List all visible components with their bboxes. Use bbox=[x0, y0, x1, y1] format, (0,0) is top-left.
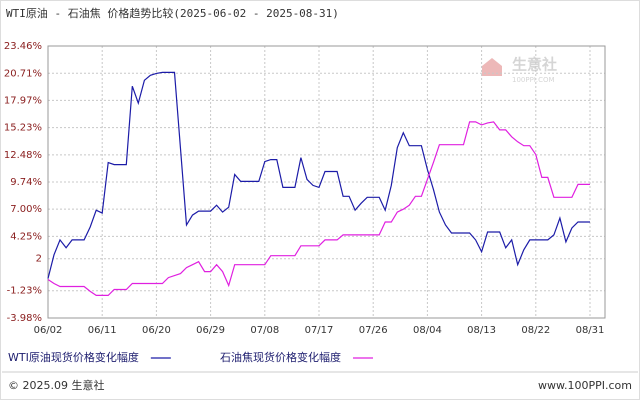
x-tick-label: 06/29 bbox=[196, 325, 225, 336]
y-tick-label: 23.46% bbox=[4, 41, 42, 52]
watermark-name: 生意社 bbox=[512, 56, 557, 74]
y-tick-label: 4.25% bbox=[10, 231, 42, 242]
series-line bbox=[47, 121, 590, 296]
plot-frame bbox=[47, 45, 606, 319]
y-tick-label: -1.23% bbox=[7, 286, 42, 297]
chart-title: WTI原油 - 石油焦 价格趋势比较(2025-06-02 - 2025-08-… bbox=[6, 6, 339, 20]
x-tick-label: 07/08 bbox=[250, 325, 279, 336]
x-tick-label: 08/04 bbox=[413, 325, 442, 336]
footer-copyright: © 2025.09 生意社 bbox=[8, 378, 104, 392]
x-tick-label: 06/11 bbox=[88, 325, 117, 336]
y-tick-label: 12.48% bbox=[4, 150, 42, 161]
y-tick-label: 7.00% bbox=[10, 204, 42, 215]
y-tick-label: 2 bbox=[36, 254, 42, 265]
x-tick-label: 06/20 bbox=[142, 325, 171, 336]
watermark: 生意社 100PPI.COM bbox=[482, 56, 557, 84]
x-tick-label: 08/22 bbox=[521, 325, 550, 336]
x-tick-label: 07/17 bbox=[305, 325, 334, 336]
x-tick-label: 08/31 bbox=[576, 325, 605, 336]
legend-label: 石油焦现货价格变化幅度 bbox=[220, 350, 341, 364]
watermark-logo bbox=[482, 58, 502, 76]
y-tick-label: 20.71% bbox=[4, 68, 42, 79]
legend-label: WTI原油现货价格变化幅度 bbox=[8, 350, 139, 364]
footer-site: www.100PPI.com bbox=[538, 379, 632, 392]
watermark-site: 100PPI.COM bbox=[512, 76, 555, 84]
y-tick-label: 15.23% bbox=[4, 123, 42, 134]
x-tick-label: 06/02 bbox=[34, 325, 63, 336]
y-tick-label: 17.97% bbox=[4, 95, 42, 106]
y-tick-label: 9.74% bbox=[10, 177, 42, 188]
series-line bbox=[47, 71, 590, 279]
x-tick-label: 08/13 bbox=[467, 325, 496, 336]
y-tick-label: -3.98% bbox=[7, 313, 42, 324]
x-tick-label: 07/26 bbox=[359, 325, 388, 336]
